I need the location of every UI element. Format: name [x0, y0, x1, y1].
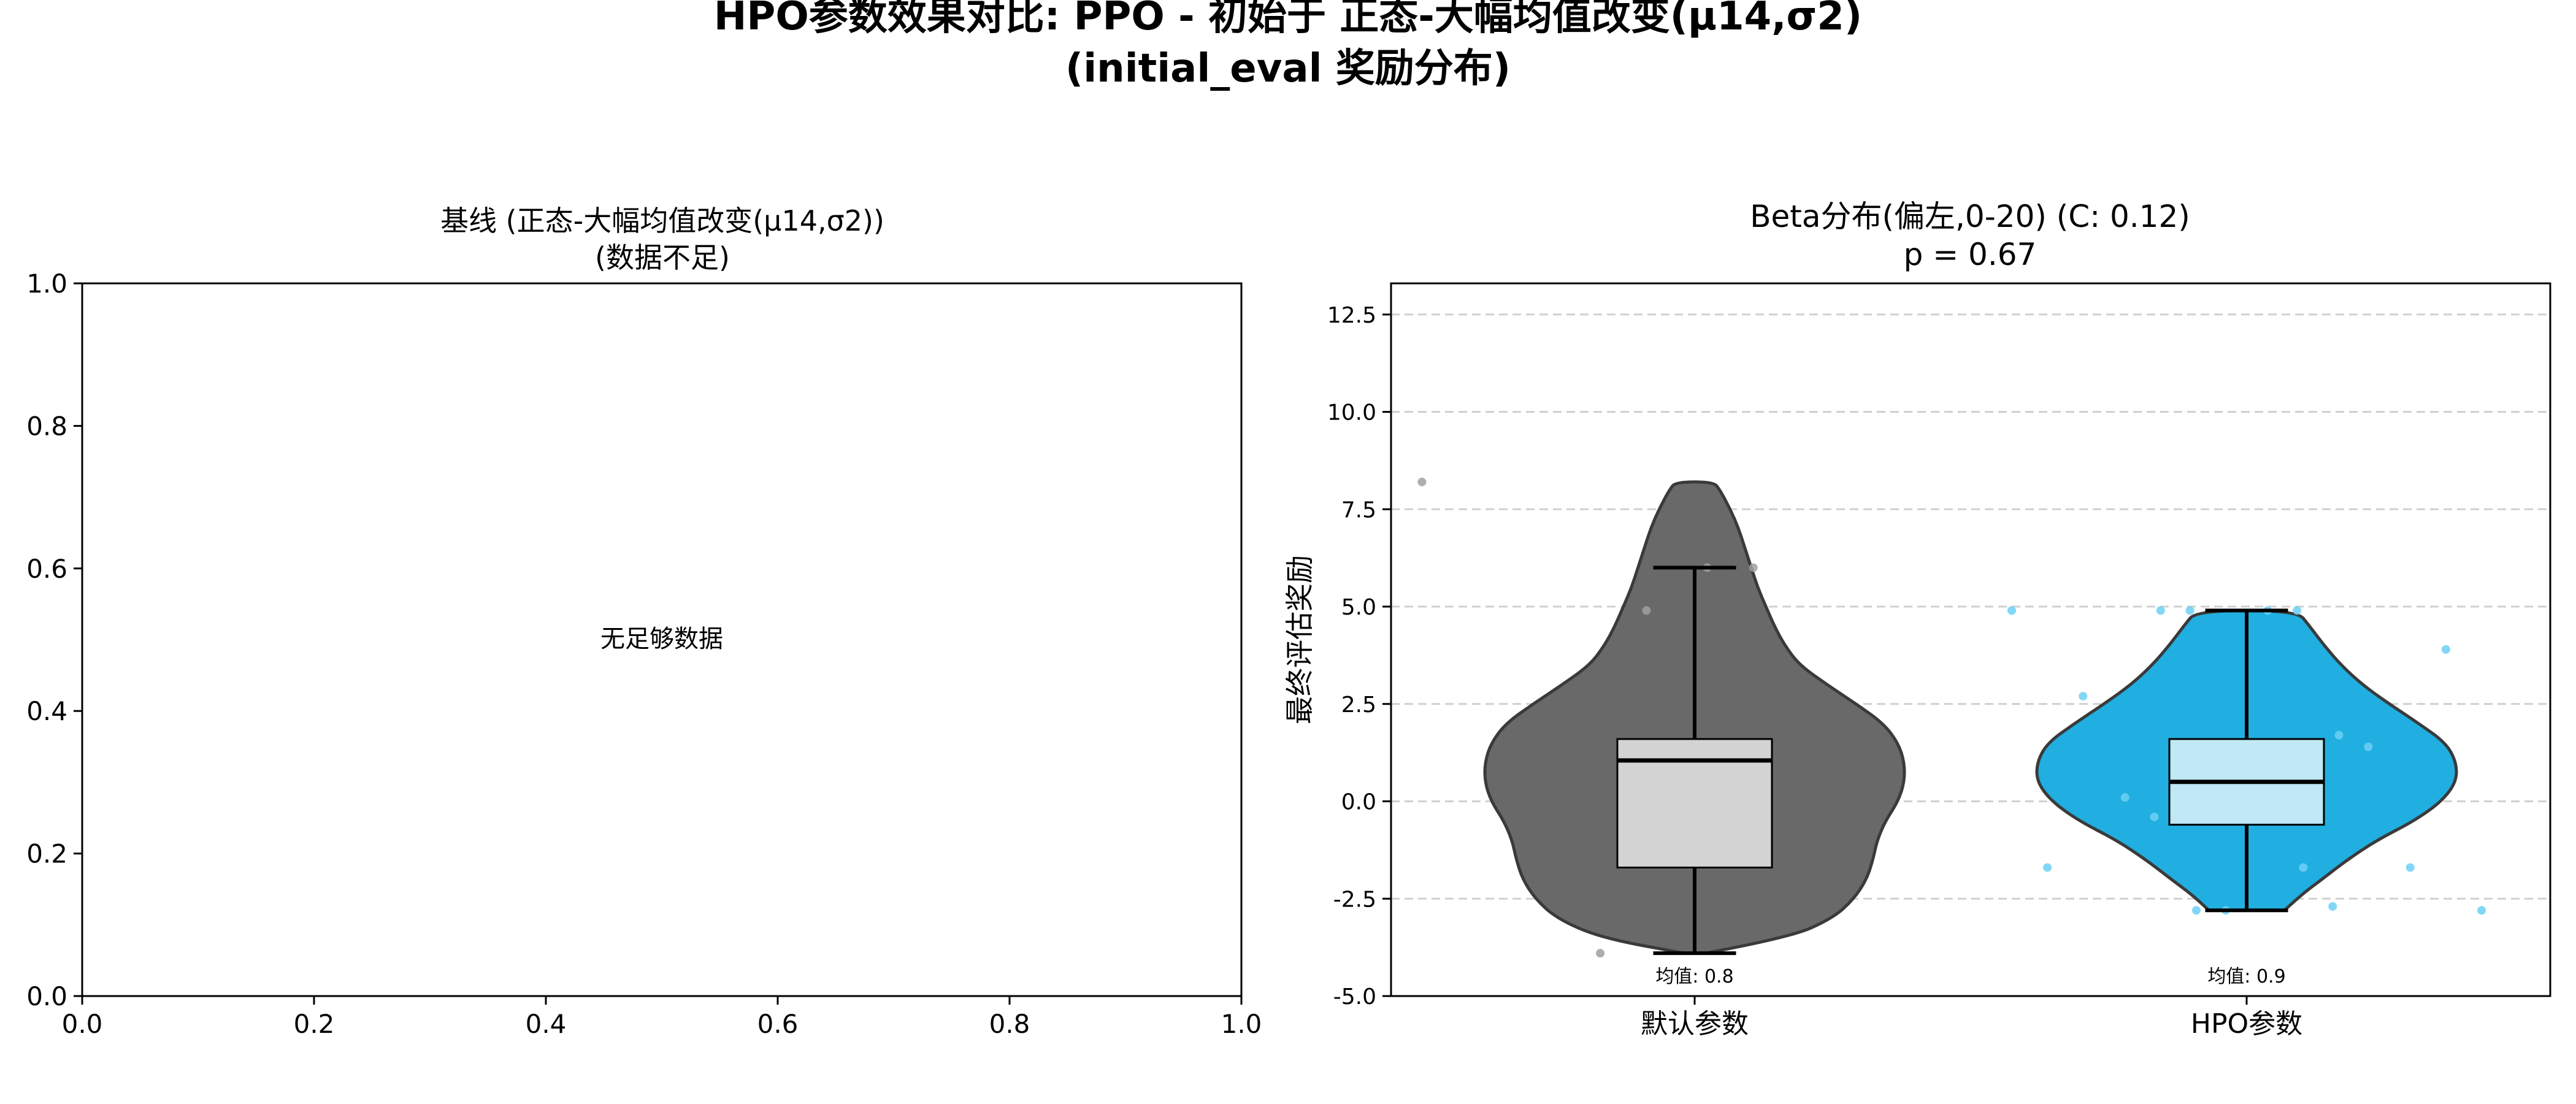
data-point — [2007, 606, 2016, 615]
figure-title-line1: HPO参数效果对比: PPO - 初始于 正态-大幅均值改变(μ14,σ2) — [714, 0, 1862, 39]
left-panel-title-line1: 基线 (正态-大幅均值改变(μ14,σ2)) — [440, 204, 884, 237]
mean-label: 均值: 0.9 — [2207, 966, 2285, 987]
no-data-message: 无足够数据 — [600, 625, 723, 653]
data-point — [1596, 949, 1605, 958]
right-y-axis-label: 最终评估奖励 — [1283, 555, 1316, 724]
data-point — [2328, 902, 2337, 911]
data-point — [2079, 692, 2088, 701]
right-y-tick-label: -2.5 — [1333, 887, 1376, 912]
right-y-tick-label: 7.5 — [1341, 497, 1376, 523]
category-label: HPO参数 — [2191, 1008, 2302, 1040]
data-point — [2477, 906, 2486, 915]
data-point — [2185, 606, 2195, 615]
right-y-tick-label: 12.5 — [1327, 303, 1376, 328]
left-panel-title-line2: (数据不足) — [595, 241, 730, 274]
right-y-axis: -5.0 -2.5 0.0 2.5 5.0 7.5 10.0 12.5 — [1327, 303, 1391, 1010]
right-y-tick-label: 2.5 — [1341, 692, 1376, 718]
left-y-axis: 0.0 0.2 0.4 0.6 0.8 1.0 — [26, 269, 82, 1011]
data-point — [2441, 645, 2450, 654]
right-panel-title-line2: p = 0.67 — [1904, 237, 2037, 272]
left-x-tick-label: 0.0 — [62, 1009, 103, 1039]
data-point — [2043, 863, 2052, 872]
left-x-tick-label: 1.0 — [1221, 1009, 1262, 1039]
right-panel-title-line1: Beta分布(偏左,0-20) (C: 0.12) — [1750, 199, 2190, 234]
left-y-tick-label: 0.4 — [26, 696, 67, 726]
left-x-tick-label: 0.6 — [757, 1009, 799, 1039]
figure-title-line2: (initial_eval 奖励分布) — [1065, 46, 1511, 91]
left-x-tick-label: 0.4 — [526, 1009, 567, 1039]
data-point — [2293, 606, 2302, 615]
left-x-tick-label: 0.8 — [989, 1009, 1030, 1039]
left-y-tick-label: 0.8 — [26, 411, 67, 441]
right-y-tick-label: 5.0 — [1341, 595, 1376, 620]
data-point — [1749, 563, 1758, 572]
left-plot-area — [81, 282, 1243, 997]
data-point — [2299, 863, 2308, 872]
right-plot-area — [1390, 282, 2551, 997]
data-point — [2334, 730, 2344, 740]
right-y-tick-label: -5.0 — [1333, 984, 1376, 1010]
left-y-tick-label: 1.0 — [26, 269, 67, 299]
right-y-tick-label: 0.0 — [1341, 790, 1376, 815]
right-panel: Beta分布(偏左,0-20) (C: 0.12) p = 0.67 最终评估奖… — [1283, 199, 2551, 1040]
data-point — [1417, 477, 1427, 486]
data-point — [1642, 606, 1651, 615]
left-panel: 基线 (正态-大幅均值改变(μ14,σ2)) (数据不足) 无足够数据 0.0 0… — [26, 204, 1262, 1039]
left-x-tick-label: 0.2 — [294, 1009, 335, 1039]
violins: 均值: 0.8 均值: 0.9 — [1417, 477, 2486, 987]
data-point — [2120, 793, 2129, 802]
left-x-axis: 0.0 0.2 0.4 0.6 0.8 1.0 — [62, 996, 1262, 1039]
data-point — [2191, 906, 2201, 915]
left-y-tick-label: 0.2 — [26, 839, 67, 869]
data-point — [2405, 863, 2415, 872]
left-y-tick-label: 0.6 — [26, 554, 67, 584]
right-x-axis: 默认参数 HPO参数 — [1641, 996, 2302, 1040]
data-point — [2156, 606, 2165, 615]
data-point — [2364, 742, 2373, 751]
left-y-tick-label: 0.0 — [26, 981, 67, 1011]
category-label: 默认参数 — [1641, 1008, 1749, 1040]
data-point — [2150, 812, 2159, 821]
right-y-tick-label: 10.0 — [1327, 401, 1376, 426]
mean-label: 均值: 0.8 — [1655, 966, 1733, 987]
